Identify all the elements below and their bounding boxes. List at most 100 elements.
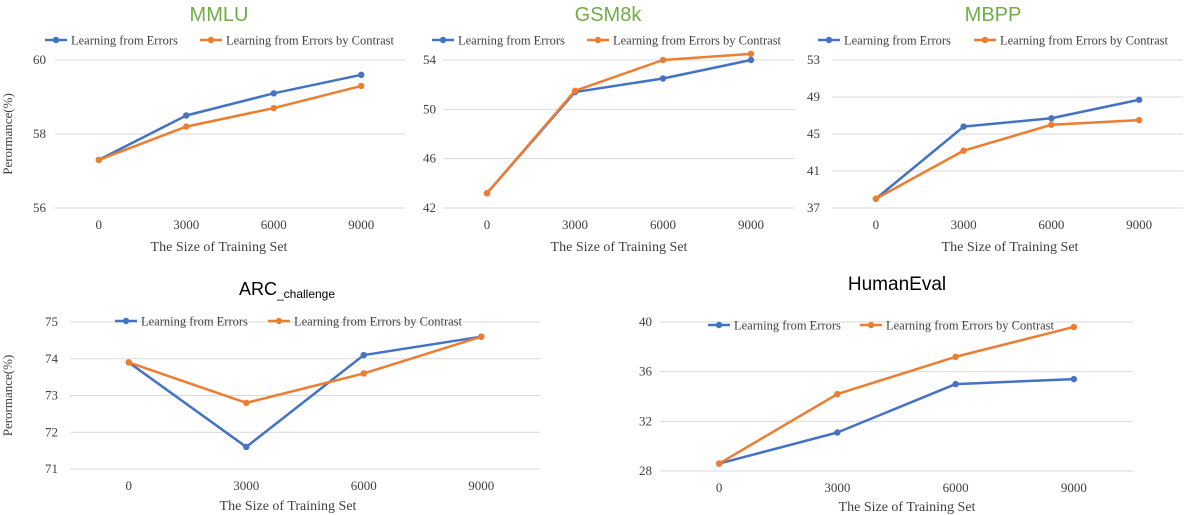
chart-title-subscript: _challenge — [276, 287, 335, 301]
data-point — [960, 147, 967, 154]
y-tick-label: 60 — [33, 52, 46, 67]
data-point — [747, 56, 755, 64]
chart-title: ARC_challenge — [239, 279, 335, 301]
data-point — [747, 50, 755, 58]
y-tick-label: 28 — [639, 463, 652, 478]
x-tick-label: 6000 — [650, 217, 676, 232]
data-point — [715, 460, 723, 467]
series-line-2 — [98, 84, 362, 162]
y-tick-label: 46 — [423, 151, 437, 166]
data-point — [834, 429, 841, 436]
legend-label: Learning from Errors by Contrast — [613, 34, 782, 48]
y-tick-label: 49 — [807, 89, 820, 104]
x-tick-label: 0 — [873, 217, 880, 232]
x-tick-label: 6000 — [261, 217, 287, 232]
chart-title: GSM8k — [575, 4, 643, 26]
x-tick-label: 0 — [126, 478, 133, 493]
y-tick-label: 42 — [423, 200, 436, 215]
x-tick-label: 0 — [96, 217, 103, 232]
y-tick-label: 53 — [807, 52, 820, 67]
data-point — [1070, 323, 1078, 331]
x-tick-label: 0 — [716, 480, 723, 495]
legend-marker — [981, 36, 989, 44]
data-point — [183, 123, 190, 130]
data-point — [360, 370, 367, 377]
chart-title: MBPP — [965, 4, 1022, 26]
y-tick-label: 56 — [33, 200, 47, 215]
legend-marker — [439, 36, 447, 44]
y-tick-label: 72 — [45, 424, 58, 439]
x-tick-label: 9000 — [348, 217, 374, 232]
data-point — [952, 353, 959, 360]
data-point — [270, 104, 277, 112]
legend-label: Learning from Errors by Contrast — [294, 315, 463, 329]
y-tick-label: 41 — [807, 163, 820, 178]
y-tick-label: 74 — [45, 351, 59, 366]
series-line-2 — [875, 118, 1140, 200]
y-tick-label: 75 — [45, 314, 58, 329]
data-point — [834, 390, 841, 398]
y-tick-label: 54 — [423, 52, 437, 67]
data-point — [952, 380, 959, 388]
data-point — [270, 90, 277, 97]
series-line-1 — [875, 98, 1140, 200]
x-tick-label: 3000 — [233, 478, 259, 493]
x-tick-label: 9000 — [1126, 217, 1152, 232]
y-tick-label: 71 — [45, 461, 58, 476]
data-point — [243, 399, 250, 407]
chart-mbpp: 37 41 45 49 53 0 3000 6000 9000 MBPP The Size of T… — [807, 4, 1183, 255]
data-point — [960, 123, 967, 130]
x-axis-title: The Size of Training Set — [151, 240, 288, 255]
data-point — [659, 75, 667, 82]
y-axis-title: Perormance(%) — [0, 355, 15, 437]
data-point — [483, 190, 491, 197]
legend-marker — [275, 317, 283, 325]
data-point — [1135, 96, 1143, 103]
y-tick-label: 45 — [807, 126, 820, 141]
series-line-2 — [128, 335, 482, 405]
legend-marker — [52, 36, 60, 44]
y-tick-label: 32 — [639, 413, 652, 428]
y-tick-label: 36 — [639, 364, 653, 379]
x-tick-label: 9000 — [468, 478, 494, 493]
legend-marker — [594, 36, 602, 44]
x-tick-label: 6000 — [351, 478, 377, 493]
series-line-2 — [718, 325, 1075, 465]
data-point — [659, 56, 667, 64]
data-point — [1135, 116, 1143, 124]
x-tick-label: 3000 — [951, 217, 977, 232]
x-tick-label: 0 — [484, 217, 491, 232]
series-line-1 — [98, 73, 362, 162]
legend-label: Learning from Errors — [141, 315, 248, 329]
chart-title: MMLU — [190, 4, 249, 26]
y-tick-label: 40 — [639, 314, 652, 329]
x-tick-label: 9000 — [738, 217, 764, 232]
x-tick-label: 3000 — [562, 217, 588, 232]
x-tick-label: 9000 — [1061, 480, 1087, 495]
data-point — [1070, 375, 1078, 383]
chart-gsm8k: 42 46 50 54 0 3000 6000 9000 GSM8k The Size of Tr… — [423, 4, 795, 255]
data-point — [872, 195, 880, 202]
data-point — [571, 87, 579, 95]
chart-mmlu: 56 58 60 0 3000 6000 9000 MMLU The Size of Train… — [0, 4, 405, 255]
legend-label: Learning from Errors — [844, 34, 951, 48]
x-tick-label: 3000 — [173, 217, 199, 232]
y-tick-label: 37 — [807, 200, 821, 215]
data-point — [183, 112, 190, 119]
series-line-1 — [486, 58, 752, 195]
series-line-1 — [128, 335, 482, 449]
legend-label: Learning from Errors by Contrast — [1000, 34, 1169, 48]
x-axis-title: The Size of Training Set — [839, 500, 976, 515]
legend-label: Learning from Errors — [71, 34, 178, 48]
chart-title: HumanEval — [848, 274, 946, 295]
x-axis-title: The Size of Training Set — [220, 499, 357, 514]
data-point — [1048, 115, 1055, 122]
data-point — [1048, 121, 1055, 128]
x-tick-label: 6000 — [1038, 217, 1064, 232]
y-axis-title: Perormance(%) — [0, 93, 15, 175]
data-point — [243, 443, 250, 451]
legend-label: Learning from Errors by Contrast — [886, 319, 1055, 333]
legend-marker — [207, 36, 215, 44]
data-point — [125, 359, 132, 366]
